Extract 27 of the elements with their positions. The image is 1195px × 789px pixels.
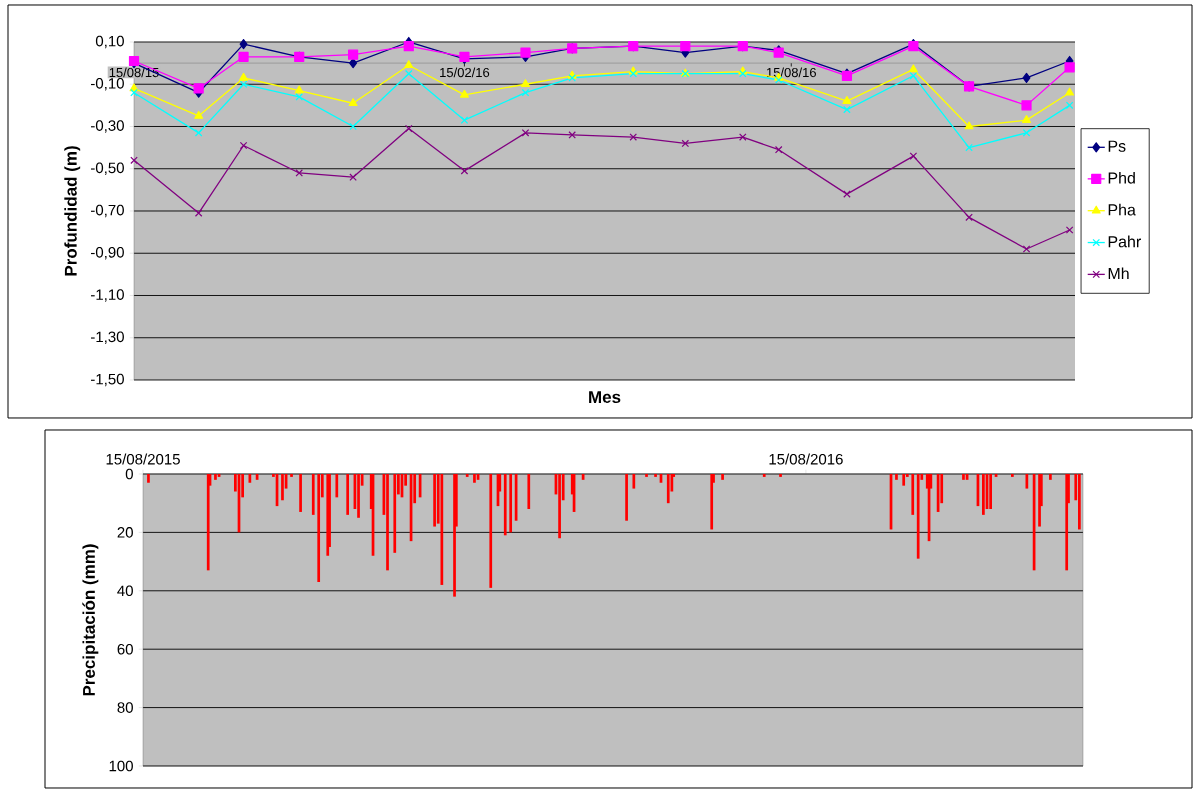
y-tick-label: -0,70 <box>91 204 124 218</box>
y-tick-label: 20 <box>117 527 133 538</box>
y-tick-label: -1,50 <box>91 373 124 387</box>
x-axis-title: Mes <box>589 391 621 404</box>
y-tick-label: 100 <box>109 760 133 772</box>
y-tick-label: 0 <box>125 468 133 480</box>
x-tick-label: 15/08/2016 <box>769 453 843 465</box>
x-tick-label: 15/02/16 <box>440 67 490 78</box>
y-tick-label: -1,10 <box>91 289 124 302</box>
legend-label: Phd <box>1108 171 1135 184</box>
y-tick-label: -0,10 <box>91 78 124 91</box>
y-tick-label: 40 <box>117 585 133 597</box>
y-tick-label: -0,30 <box>91 120 124 133</box>
y-tick-label: 0,10 <box>95 35 124 49</box>
y-tick-label: -0,90 <box>91 247 124 260</box>
legend-label: Pahr <box>1108 235 1141 248</box>
x-tick-label: 15/08/16 <box>766 67 816 78</box>
y-tick-label: -0,50 <box>91 162 124 175</box>
y-tick-label: 60 <box>117 643 133 655</box>
legend-label: Pha <box>1108 203 1136 216</box>
y-axis-title: Profundidad (m) <box>64 146 81 276</box>
legend-label: Ps <box>1108 140 1126 152</box>
x-tick-label: 15/08/2015 <box>106 453 180 465</box>
y-axis-title: Precipitación (mm) <box>82 544 99 696</box>
y-tick-label: 80 <box>117 702 133 713</box>
legend-label: Mh <box>1108 267 1129 280</box>
y-tick-label: -1,30 <box>91 331 124 344</box>
